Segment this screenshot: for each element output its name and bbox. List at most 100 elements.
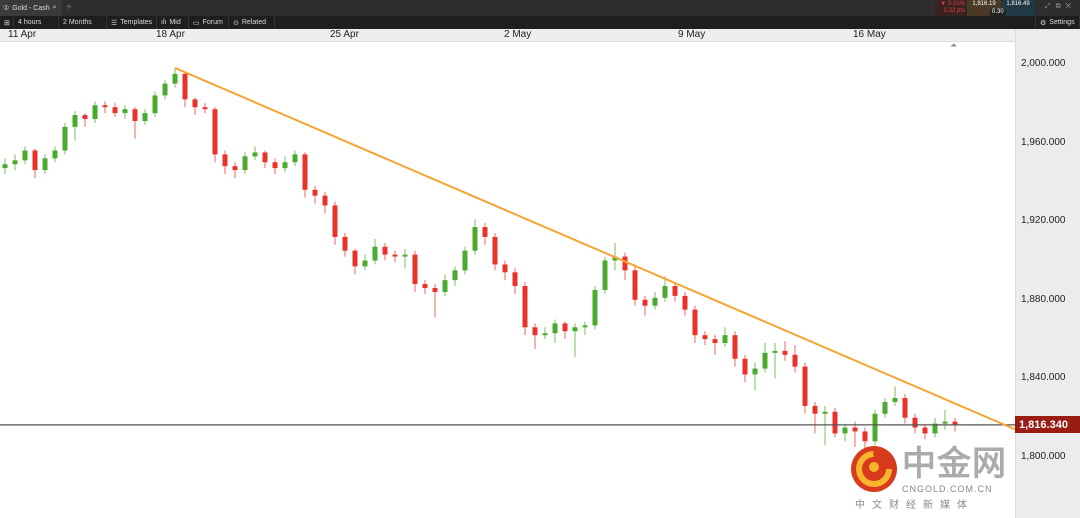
close-icon[interactable]: ✕: [1065, 3, 1076, 10]
minimize-icon[interactable]: ⤢: [1045, 3, 1056, 10]
logo-text: 中金网: [902, 445, 1007, 483]
date-tick-label: 25 Apr: [330, 29, 359, 40]
candle-body: [582, 325, 588, 328]
date-tick-label: 2 May: [504, 29, 532, 40]
popout-icon[interactable]: ⧉: [1055, 3, 1066, 10]
candle-body: [72, 115, 78, 127]
scroll-to-latest-icon[interactable]: ⏶: [950, 40, 958, 50]
candle-body: [382, 246, 388, 255]
buy-price-button[interactable]: 1,816.49: [1001, 0, 1035, 16]
candle-body: [442, 280, 448, 292]
date-tick-label: 16 May: [853, 29, 886, 40]
candle-body: [272, 162, 278, 169]
candle-body: [682, 295, 688, 310]
settings-button[interactable]: ⚙ Settings: [1035, 16, 1080, 29]
candle-body: [312, 189, 318, 196]
candle-body: [452, 270, 458, 281]
candle-body: [812, 405, 818, 414]
candle-body: [192, 99, 198, 108]
candle-body: [62, 126, 68, 151]
candle-body: [862, 431, 868, 442]
candle-body: [42, 158, 48, 171]
templates-label: Templates: [120, 19, 153, 26]
candle-body: [522, 286, 528, 328]
candle-body: [702, 335, 708, 340]
candle-body: [142, 113, 148, 121]
tab-gold-cash[interactable]: ① Gold - Cash ⌕: [0, 0, 62, 16]
candle-body: [332, 205, 338, 237]
candle-body: [942, 421, 948, 424]
candle-body: [102, 105, 108, 108]
candle-body: [252, 152, 258, 157]
candle-body: [122, 109, 128, 114]
candle-body: [342, 236, 348, 251]
cngold-logo-icon: [851, 446, 897, 492]
candle-body: [482, 227, 488, 237]
price-change: ▼ 0.01% 0.32 pts: [935, 0, 967, 16]
candle-body: [52, 150, 58, 159]
price-tick-label: 1,840.000: [1021, 372, 1066, 384]
new-tab-button[interactable]: +: [66, 2, 72, 13]
candle-body: [172, 73, 178, 84]
candle-body: [22, 150, 28, 161]
candle-body: [212, 109, 218, 155]
candle-body: [232, 166, 238, 171]
price-tick-label: 1,800.000: [1021, 451, 1066, 462]
change-percent: ▼ 0.01%: [940, 1, 965, 7]
candle-body: [362, 260, 368, 267]
candle-body: [662, 286, 668, 298]
candle-body: [462, 250, 468, 271]
price-type-button[interactable]: ılı Mid: [157, 16, 189, 29]
cngold-watermark: 中金网 CNGOLD.COM.CN 中文财经新媒体: [850, 445, 1015, 517]
candle-body: [392, 254, 398, 257]
candle-body: [832, 411, 838, 434]
interval-select[interactable]: 4 hours: [14, 16, 59, 29]
layout-icon[interactable]: ⊞: [0, 16, 14, 29]
candle-body: [222, 154, 228, 167]
settings-label: Settings: [1049, 19, 1075, 26]
candle-body: [882, 401, 888, 414]
candle-body: [512, 272, 518, 287]
search-icon[interactable]: ⌕: [52, 4, 57, 11]
range-select[interactable]: 2 Months: [59, 16, 107, 29]
candle-body: [822, 411, 828, 414]
candle-body: [892, 398, 898, 402]
templates-button[interactable]: ☰ Templates: [107, 16, 157, 29]
related-label: Related: [241, 19, 267, 26]
candle-body: [112, 107, 118, 114]
related-button[interactable]: ⊙ Related: [229, 16, 275, 29]
candle-body: [852, 427, 858, 432]
watermark-tagline: 中文财经新媒体: [855, 500, 974, 511]
candle-body: [752, 368, 758, 375]
candle-body: [542, 333, 548, 336]
candle-body: [2, 164, 8, 169]
price-tick-label: 1,960.000: [1021, 136, 1066, 148]
price-type-label: Mid: [169, 19, 181, 26]
candle-body: [182, 73, 188, 100]
candle-body: [652, 297, 658, 306]
gear-icon: ⚙: [1040, 19, 1047, 27]
candle-body: [632, 270, 638, 300]
window-title-bar: ① Gold - Cash ⌕ + ▼ 0.01% 0.32 pts 1,816.…: [0, 0, 1080, 16]
candlestick-chart[interactable]: [0, 42, 1015, 518]
forum-label: Forum: [202, 19, 223, 26]
candle-body: [562, 323, 568, 332]
candle-body: [132, 109, 138, 121]
templates-icon: ☰: [111, 19, 118, 27]
candle-body: [602, 260, 608, 290]
candle-body: [932, 423, 938, 434]
candle-body: [402, 254, 408, 257]
candle-body: [92, 105, 98, 120]
price-axis[interactable]: 2,000.000 1,960.000 1,920.000 1,880.000 1,84…: [1015, 29, 1080, 518]
candle-body: [732, 335, 738, 359]
candle-body: [772, 350, 778, 353]
candle-body: [262, 152, 268, 163]
forum-button[interactable]: ▭ Forum: [189, 16, 229, 29]
candle-body: [12, 160, 18, 165]
candle-body: [842, 427, 848, 434]
candle-body: [902, 398, 908, 418]
change-points: 0.32 pts: [943, 8, 965, 14]
candle-body: [32, 150, 38, 171]
watermark-url: CNGOLD.COM.CN: [902, 484, 993, 494]
candle-body: [502, 264, 508, 273]
